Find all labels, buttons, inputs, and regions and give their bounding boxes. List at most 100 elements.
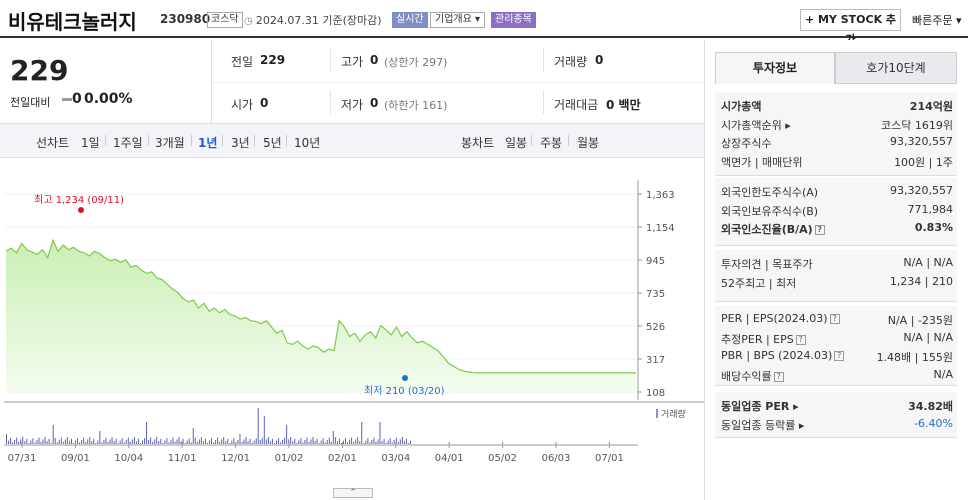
period-3y[interactable]: 3년: [231, 136, 250, 150]
volume-bar: [304, 440, 306, 444]
volume-bar: [204, 438, 206, 444]
volume-bar: [34, 442, 36, 444]
tab-order-book[interactable]: 호가10단계: [835, 52, 957, 84]
help-icon[interactable]: ?: [795, 334, 806, 345]
info-row: 외국인한도주식수(A) 93,320,557: [721, 184, 953, 202]
volume-bar: [251, 443, 253, 444]
volume-bar: [332, 431, 334, 444]
line-chart-label: 선차트: [36, 136, 70, 150]
stock-name: 비유테크놀러지: [8, 10, 137, 34]
my-stock-add-button[interactable]: + MY STOCK 추가: [800, 9, 901, 46]
period-1w[interactable]: 1주일: [113, 136, 143, 150]
candle-weekly[interactable]: 주봉: [540, 136, 563, 150]
volume-bar: [239, 434, 241, 444]
volume-bar: [385, 443, 387, 444]
volume-bar: [322, 438, 324, 444]
divider: [330, 48, 331, 72]
chart-expand-handle[interactable]: ⌃: [333, 488, 373, 498]
volume-bar: [131, 439, 133, 444]
volume-bar: [213, 442, 215, 444]
info-key: PBR | BPS (2024.03)?: [721, 349, 845, 362]
volume-bar: [182, 438, 184, 444]
volume-bar: [28, 443, 30, 444]
opinion-block: 투자의견 | 목표주가 N/A | N/A 52주최고 | 최저 1,234 | 21…: [715, 250, 957, 302]
price-panel: 229 전일대비 0 0.00% 전일 229 고가 0 (상한가 297) 거…: [0, 40, 704, 124]
period-10y[interactable]: 10년: [294, 136, 321, 150]
volume-bar: [387, 440, 389, 444]
volume-bar: [150, 437, 152, 444]
volume-bar: [383, 438, 385, 444]
info-key: 52주최고 | 최저: [721, 276, 797, 290]
volume-bar: [135, 441, 137, 444]
volume-bar: [363, 443, 365, 444]
period-3m[interactable]: 3개월: [155, 136, 185, 150]
divider: [330, 90, 331, 114]
y-tick-label: 735: [646, 289, 665, 300]
volume-bar: [87, 439, 89, 444]
separator: [191, 135, 192, 146]
volume-bar: [52, 425, 54, 444]
help-icon[interactable]: ?: [773, 371, 784, 382]
x-axis-ticks: 07/31 09/01 10/04 11/01 12/01 01/02 02/01 03/04…: [8, 442, 624, 464]
volume-bar: [292, 441, 294, 444]
realtime-badge[interactable]: 실시간: [392, 12, 428, 28]
info-row: 외국인보유주식수(B) 771,984: [721, 203, 953, 221]
volume-bar: [342, 440, 344, 444]
separator: [568, 135, 569, 146]
volume-bar: [148, 440, 150, 444]
current-price: 229: [10, 54, 69, 87]
flat-icon: [62, 97, 72, 101]
managed-badge: 관리종목: [491, 12, 536, 28]
candle-daily[interactable]: 일봉: [505, 136, 528, 150]
volume-bar: [369, 442, 371, 444]
period-5y[interactable]: 5년: [263, 136, 282, 150]
volume-bar: [324, 442, 326, 444]
period-1d[interactable]: 1일: [81, 136, 100, 150]
help-icon[interactable]: ?: [834, 351, 845, 361]
candle-monthly[interactable]: 월봉: [577, 136, 600, 150]
company-info-button[interactable]: 기업개요 ▾: [430, 12, 485, 28]
help-icon[interactable]: ?: [814, 225, 825, 235]
volume-bar: [172, 437, 174, 444]
volume-bar: [42, 439, 44, 444]
prev-close-label: 전일: [231, 55, 254, 69]
volume-bar: [54, 438, 56, 444]
info-key: 추정PER | EPS?: [721, 331, 806, 347]
volume-bar: [312, 437, 314, 444]
period-1y[interactable]: 1년: [198, 136, 218, 150]
volume-bar: [12, 442, 14, 444]
volume-bar: [164, 440, 166, 444]
info-row: 추정PER | EPS? N/A | N/A: [721, 331, 953, 349]
info-value: 93,320,557: [890, 135, 953, 148]
info-row: 동일업종 등락률 ▸ -6.40%: [721, 417, 953, 435]
help-icon[interactable]: ?: [829, 314, 840, 324]
volume-bar: [330, 441, 332, 444]
volume-bar: [284, 437, 286, 444]
volume-bar: [16, 437, 18, 444]
quick-order-button[interactable]: 빠른주문 ▾: [912, 14, 962, 27]
volume-bar: [60, 437, 62, 444]
volume-bar: [243, 439, 245, 444]
volume-bar: [263, 416, 265, 444]
volume-bar: [83, 437, 85, 444]
volume-bar: [113, 441, 115, 444]
volume-bar: [326, 440, 328, 444]
info-row: 동일업종 PER ▸ 34.82배: [721, 398, 953, 416]
volume-bar: [198, 439, 200, 444]
info-row: PER | EPS(2024.03)? N/A | -235원: [721, 312, 953, 330]
x-tick-label: 04/01: [435, 453, 464, 464]
volume-bar: [340, 443, 342, 444]
date-value: 2024.07.31 기준(장마감): [255, 14, 382, 27]
volume-bar: [221, 439, 223, 444]
volume-bar: [367, 438, 369, 444]
volume-bar: [8, 440, 10, 444]
volume-bar: [133, 437, 135, 444]
high-label: 고가: [341, 55, 364, 69]
x-tick-label: 09/01: [61, 453, 90, 464]
volume-bar: [308, 441, 310, 444]
price-chart[interactable]: 1,363 1,154 945 735 526 317 108 최고 1,234 (09/1…: [0, 160, 704, 490]
volume-bar: [184, 443, 186, 444]
date-text: ◷ 2024.07.31 기준(장마감): [244, 12, 382, 28]
tab-investment-info[interactable]: 투자정보: [715, 52, 835, 84]
volume-bar: [72, 443, 74, 444]
